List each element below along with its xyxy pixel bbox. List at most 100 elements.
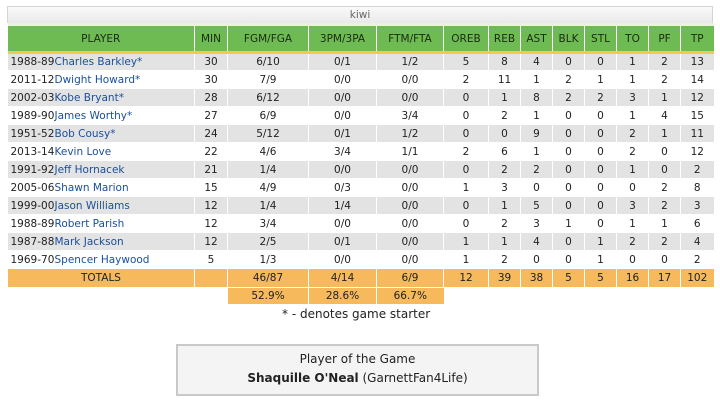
ast-cell: 4 (520, 52, 553, 71)
ft-cell: 1/1 (376, 142, 444, 161)
player-of-game-box: Player of the Game Shaquille O'Neal (Gar… (176, 344, 539, 396)
oreb-cell: 0 (443, 124, 489, 143)
oreb-cell: 0 (443, 160, 489, 179)
player-of-game-name: Shaquille O'Neal (247, 371, 359, 385)
oreb-cell: 1 (443, 178, 489, 197)
ast-cell: 4 (520, 232, 553, 251)
col-header-to[interactable]: TO (616, 23, 649, 54)
3p-cell: 1/4 (308, 196, 377, 215)
reb-cell: 8 (488, 52, 521, 71)
3p-cell: 0/1 (308, 52, 377, 71)
blk-cell: 0 (552, 196, 585, 215)
player-cell: 2005-06Shawn Marion (7, 178, 195, 197)
to-cell: 0 (616, 178, 649, 197)
col-header-oreb[interactable]: OREB (443, 23, 489, 54)
pct-spacer (443, 287, 714, 305)
season-label: 1988-89 (10, 217, 55, 230)
stl-cell: 0 (584, 124, 617, 143)
pts-cell: 2 (680, 250, 714, 269)
col-header-stl[interactable]: STL (584, 23, 617, 54)
oreb-cell: 0 (443, 196, 489, 215)
season-label: 1951-52 (10, 127, 55, 140)
table-row: 2013-14Kevin Love 22 4/6 3/4 1/1 2 6 1 0 0 2 0 12 (7, 142, 714, 161)
player-cell: 2011-12Dwight Howard* (7, 70, 195, 89)
player-of-game-line: Shaquille O'Neal (GarnettFan4Life) (178, 371, 537, 385)
min-cell: 15 (194, 178, 228, 197)
col-header-pf[interactable]: PF (648, 23, 681, 54)
player-link[interactable]: Jason Williams (54, 199, 130, 212)
to-cell: 1 (616, 106, 649, 125)
blk-cell: 0 (552, 232, 585, 251)
pts-cell: 2 (680, 160, 714, 179)
player-cell: 1991-92Jeff Hornacek (7, 160, 195, 179)
ft-cell: 0/0 (376, 178, 444, 197)
season-label: 2013-14 (10, 145, 55, 158)
player-link[interactable]: Robert Parish (54, 217, 125, 230)
blk-cell: 2 (552, 70, 585, 89)
ft-cell: 0/0 (376, 160, 444, 179)
player-link[interactable]: Charles Barkley* (54, 56, 143, 68)
fg-cell: 4/6 (227, 142, 309, 161)
table-row: 1999-00Jason Williams 12 1/4 1/4 0/0 0 1 5 0 0 3 2 3 (7, 196, 714, 215)
reb-cell: 6 (488, 142, 521, 161)
col-header-fg[interactable]: FGM/FGA (227, 23, 309, 54)
reb-cell: 1 (488, 196, 521, 215)
stl-cell: 0 (584, 52, 617, 71)
oreb-cell: 2 (443, 142, 489, 161)
player-link[interactable]: Mark Jackson (54, 235, 124, 248)
ast-cell: 1 (520, 70, 553, 89)
player-of-game-user: (GarnettFan4Life) (362, 371, 468, 385)
blk-cell: 1 (552, 214, 585, 233)
ft-pct: 66.7% (376, 287, 444, 305)
player-link[interactable]: Kevin Love (54, 145, 112, 158)
reb-cell: 2 (488, 106, 521, 125)
col-header-tp[interactable]: TP (680, 23, 714, 54)
pf-cell: 2 (648, 178, 681, 197)
pf-cell: 0 (648, 160, 681, 179)
pf-cell: 1 (648, 124, 681, 143)
player-link[interactable]: Shawn Marion (54, 181, 129, 194)
min-cell: 27 (194, 106, 228, 125)
reb-cell: 0 (488, 124, 521, 143)
ft-cell: 3/4 (376, 106, 444, 125)
blk-cell: 2 (552, 88, 585, 107)
totals-pts: 102 (680, 268, 714, 288)
season-label: 1988-89 (10, 56, 55, 68)
col-header-3p[interactable]: 3PM/3PA (308, 23, 377, 54)
col-header-min[interactable]: MIN (194, 23, 228, 54)
3p-cell: 0/0 (308, 88, 377, 107)
player-link[interactable]: James Worthy* (54, 109, 133, 122)
totals-min (194, 268, 228, 288)
ast-cell: 1 (520, 142, 553, 161)
3p-cell: 0/0 (308, 214, 377, 233)
min-cell: 30 (194, 52, 228, 71)
min-cell: 12 (194, 196, 228, 215)
table-row: 2011-12Dwight Howard* 30 7/9 0/0 0/0 2 11 1 2 1 1 2… (7, 70, 714, 89)
pts-cell: 12 (680, 142, 714, 161)
col-header-player[interactable]: PLAYER (7, 23, 195, 54)
player-link[interactable]: Spencer Haywood (54, 253, 150, 266)
stl-cell: 0 (584, 214, 617, 233)
col-header-ft[interactable]: FTM/FTA (376, 23, 444, 54)
oreb-cell: 0 (443, 214, 489, 233)
totals-blk: 5 (552, 268, 585, 288)
player-link[interactable]: Kobe Bryant* (54, 91, 124, 104)
min-cell: 5 (194, 250, 228, 269)
3p-cell: 3/4 (308, 142, 377, 161)
starter-footnote: * - denotes game starter (282, 307, 431, 321)
pts-cell: 13 (680, 52, 714, 71)
stl-cell: 1 (584, 232, 617, 251)
min-cell: 12 (194, 232, 228, 251)
player-link[interactable]: Bob Cousy* (54, 127, 116, 140)
col-header-reb[interactable]: REB (488, 23, 521, 54)
player-link[interactable]: Dwight Howard* (54, 73, 141, 86)
percentages-row: 52.9% 28.6% 66.7% (7, 287, 714, 305)
pts-cell: 14 (680, 70, 714, 89)
col-header-ast[interactable]: AST (520, 23, 553, 54)
pts-cell: 11 (680, 124, 714, 143)
player-cell: 1951-52Bob Cousy* (7, 124, 195, 143)
col-header-blk[interactable]: BLK (552, 23, 585, 54)
3p-cell: 0/1 (308, 232, 377, 251)
to-cell: 1 (616, 160, 649, 179)
player-link[interactable]: Jeff Hornacek (54, 163, 125, 176)
